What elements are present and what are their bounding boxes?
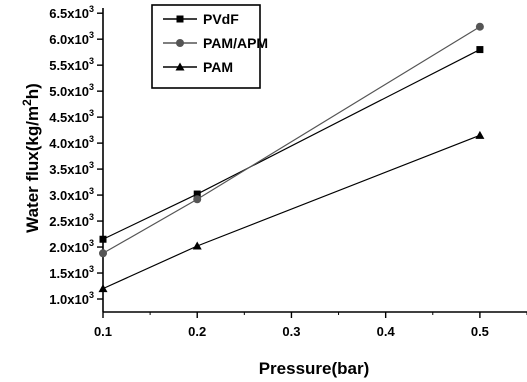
- y-tick-label: 4.0x103: [49, 134, 94, 151]
- y-tick-label-base: 2.5x10: [49, 214, 89, 229]
- y-tick-label-base: 6.5x10: [49, 6, 89, 21]
- data-point-pam-apm: [193, 195, 202, 204]
- y-tick-label: 5.5x103: [49, 56, 94, 73]
- y-tick-label-base: 3.0x10: [49, 188, 89, 203]
- y-tick-label: 3.5x103: [49, 160, 94, 177]
- series-layer: [98, 22, 485, 293]
- y-tick-label-exponent: 3: [89, 290, 94, 300]
- y-tick-label: 2.0x103: [49, 238, 94, 255]
- legend-label-pam-apm: PAM/APM: [203, 35, 268, 51]
- y-tick-label-exponent: 3: [89, 134, 94, 144]
- y-tick-label-exponent: 3: [89, 160, 94, 170]
- y-tick-label: 6.5x103: [49, 4, 94, 21]
- x-axis-title: Pressure(bar): [259, 359, 370, 378]
- y-tick-label-exponent: 3: [89, 56, 94, 66]
- y-tick-label-base: 1.0x10: [49, 292, 89, 307]
- y-tick-label: 3.0x103: [49, 186, 94, 203]
- y-tick-label: 4.5x103: [49, 108, 94, 125]
- y-axis-title-end: h): [23, 83, 42, 99]
- y-tick-label-base: 5.0x10: [49, 84, 89, 99]
- y-tick-label-exponent: 3: [89, 212, 94, 222]
- y-tick-label: 1.0x103: [49, 290, 94, 307]
- y-tick-label: 6.0x103: [49, 30, 94, 47]
- x-tick-label: 0.1: [94, 324, 112, 339]
- y-axis-title-main: Water flux(kg/m: [23, 106, 42, 233]
- legend-label-pvdf: PVdF: [203, 11, 239, 27]
- y-tick-label-base: 1.5x10: [49, 266, 89, 281]
- legend-marker-pam-apm: [176, 39, 184, 47]
- y-tick-label: 5.0x103: [49, 82, 94, 99]
- data-point-pvdf: [193, 190, 201, 198]
- data-point-pam: [475, 130, 485, 139]
- legend-label-pam: PAM: [203, 59, 233, 75]
- y-tick-label-base: 4.5x10: [49, 110, 89, 125]
- x-tick-label: 0.3: [282, 324, 300, 339]
- y-tick-label-base: 3.5x10: [49, 162, 89, 177]
- data-point-pam-apm: [99, 249, 107, 258]
- y-tick-label-exponent: 3: [89, 238, 94, 248]
- y-tick-label: 1.5x103: [49, 264, 94, 281]
- y-tick-label-exponent: 3: [89, 30, 94, 40]
- x-tick-label: 0.2: [188, 324, 206, 339]
- y-axis-title-superscript: 2: [20, 99, 34, 106]
- y-tick-label-base: 6.0x10: [49, 32, 89, 47]
- y-tick-label-exponent: 3: [89, 82, 94, 92]
- legend-marker-pvdf: [176, 15, 184, 23]
- y-tick-label-base: 5.5x10: [49, 58, 89, 73]
- y-tick-label-exponent: 3: [89, 186, 94, 196]
- data-point-pam-apm: [475, 22, 484, 31]
- legend-box: [151, 4, 261, 89]
- axes: 0.1 0.2 0.3 0.4 0.51.0x1031.5x1032.0x1032.5x…: [49, 4, 527, 339]
- x-tick-label: 0.4: [377, 324, 396, 339]
- y-tick-label-exponent: 3: [89, 264, 94, 274]
- legend-marker-pam: [175, 62, 185, 71]
- y-axis-title: Water flux(kg/m2h): [20, 83, 42, 233]
- data-point-pam: [192, 241, 202, 250]
- y-tick-label-exponent: 3: [89, 4, 94, 14]
- x-tick-label: 0.5: [471, 324, 489, 339]
- y-tick-label-exponent: 3: [89, 108, 94, 118]
- data-point-pvdf: [99, 235, 107, 243]
- y-tick-label: 2.5x103: [49, 212, 94, 229]
- y-tick-label-base: 4.0x10: [49, 136, 89, 151]
- data-point-pam: [98, 284, 108, 293]
- data-point-pvdf: [476, 46, 484, 54]
- y-tick-label-base: 2.0x10: [49, 240, 89, 255]
- legend: PVdF PAM/APM PAM: [151, 4, 268, 89]
